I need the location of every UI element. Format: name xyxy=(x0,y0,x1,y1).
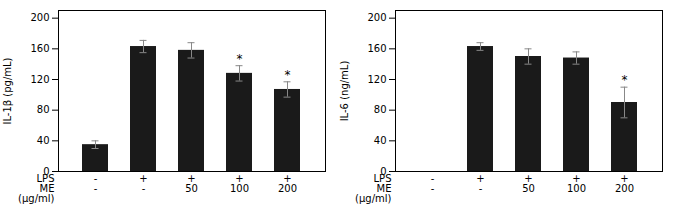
svg-text:*: * xyxy=(237,52,243,66)
svg-text:*: * xyxy=(622,73,628,87)
svg-text:IL-1β (pg/mL): IL-1β (pg/mL) xyxy=(2,57,13,124)
svg-text:160: 160 xyxy=(30,43,49,54)
svg-text:40: 40 xyxy=(37,135,50,146)
svg-text:+200: +200 xyxy=(615,173,634,194)
svg-text:0: 0 xyxy=(43,165,50,177)
svg-text:80: 80 xyxy=(37,104,50,115)
svg-text:+50: +50 xyxy=(522,173,535,194)
svg-text:160: 160 xyxy=(367,43,386,54)
svg-text:IL-6 (ng/mL): IL-6 (ng/mL) xyxy=(339,61,350,122)
svg-text:+50: +50 xyxy=(185,173,198,194)
svg-text:120: 120 xyxy=(30,74,49,85)
svg-text:40: 40 xyxy=(374,135,387,146)
svg-text:+100: +100 xyxy=(230,173,249,194)
svg-text:(µg/ml): (µg/ml) xyxy=(355,193,392,204)
svg-text:0: 0 xyxy=(380,165,387,177)
svg-text:+-: +- xyxy=(476,173,484,194)
svg-text:120: 120 xyxy=(367,74,386,85)
svg-text:+200: +200 xyxy=(278,173,297,194)
svg-text:*: * xyxy=(285,68,291,82)
svg-text:200: 200 xyxy=(30,12,49,23)
svg-text:200: 200 xyxy=(367,12,386,23)
svg-text:ME: ME xyxy=(39,182,55,194)
svg-text:+100: +100 xyxy=(567,173,586,194)
svg-text:LPS: LPS xyxy=(373,172,392,184)
svg-text:80: 80 xyxy=(374,104,387,115)
svg-text:LPS: LPS xyxy=(36,172,55,184)
svg-text:(µg/ml): (µg/ml) xyxy=(18,193,55,204)
svg-text:--: -- xyxy=(94,173,98,194)
svg-text:--: -- xyxy=(431,173,435,194)
svg-text:+-: +- xyxy=(139,173,147,194)
svg-text:ME: ME xyxy=(376,182,392,194)
